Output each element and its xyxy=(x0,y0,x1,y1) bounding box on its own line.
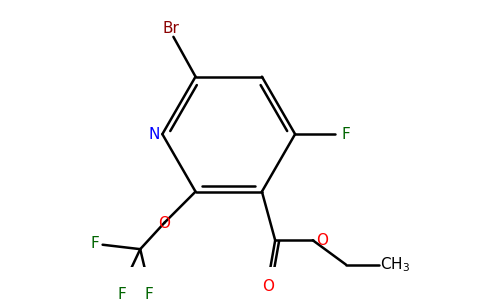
Text: F: F xyxy=(342,127,350,142)
Text: N: N xyxy=(149,127,160,142)
Text: O: O xyxy=(316,233,328,248)
Text: F: F xyxy=(91,236,99,251)
Text: O: O xyxy=(262,279,273,294)
Text: CH$_3$: CH$_3$ xyxy=(380,255,410,274)
Text: Br: Br xyxy=(163,21,180,36)
Text: F: F xyxy=(117,287,126,300)
Text: O: O xyxy=(158,216,170,231)
Text: F: F xyxy=(145,287,153,300)
